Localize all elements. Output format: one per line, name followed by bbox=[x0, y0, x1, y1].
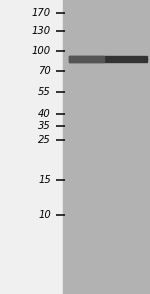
Text: 15: 15 bbox=[38, 175, 51, 185]
Text: 55: 55 bbox=[38, 87, 51, 97]
Bar bbox=[69, 56, 147, 62]
Bar bbox=[63, 0, 150, 294]
Bar bbox=[69, 56, 104, 62]
Text: 130: 130 bbox=[32, 26, 51, 36]
Text: 10: 10 bbox=[38, 210, 51, 220]
Text: 170: 170 bbox=[32, 8, 51, 18]
Text: 100: 100 bbox=[32, 46, 51, 56]
Text: 70: 70 bbox=[38, 66, 51, 76]
Text: 40: 40 bbox=[38, 109, 51, 119]
Text: 25: 25 bbox=[38, 135, 51, 145]
Text: 35: 35 bbox=[38, 121, 51, 131]
